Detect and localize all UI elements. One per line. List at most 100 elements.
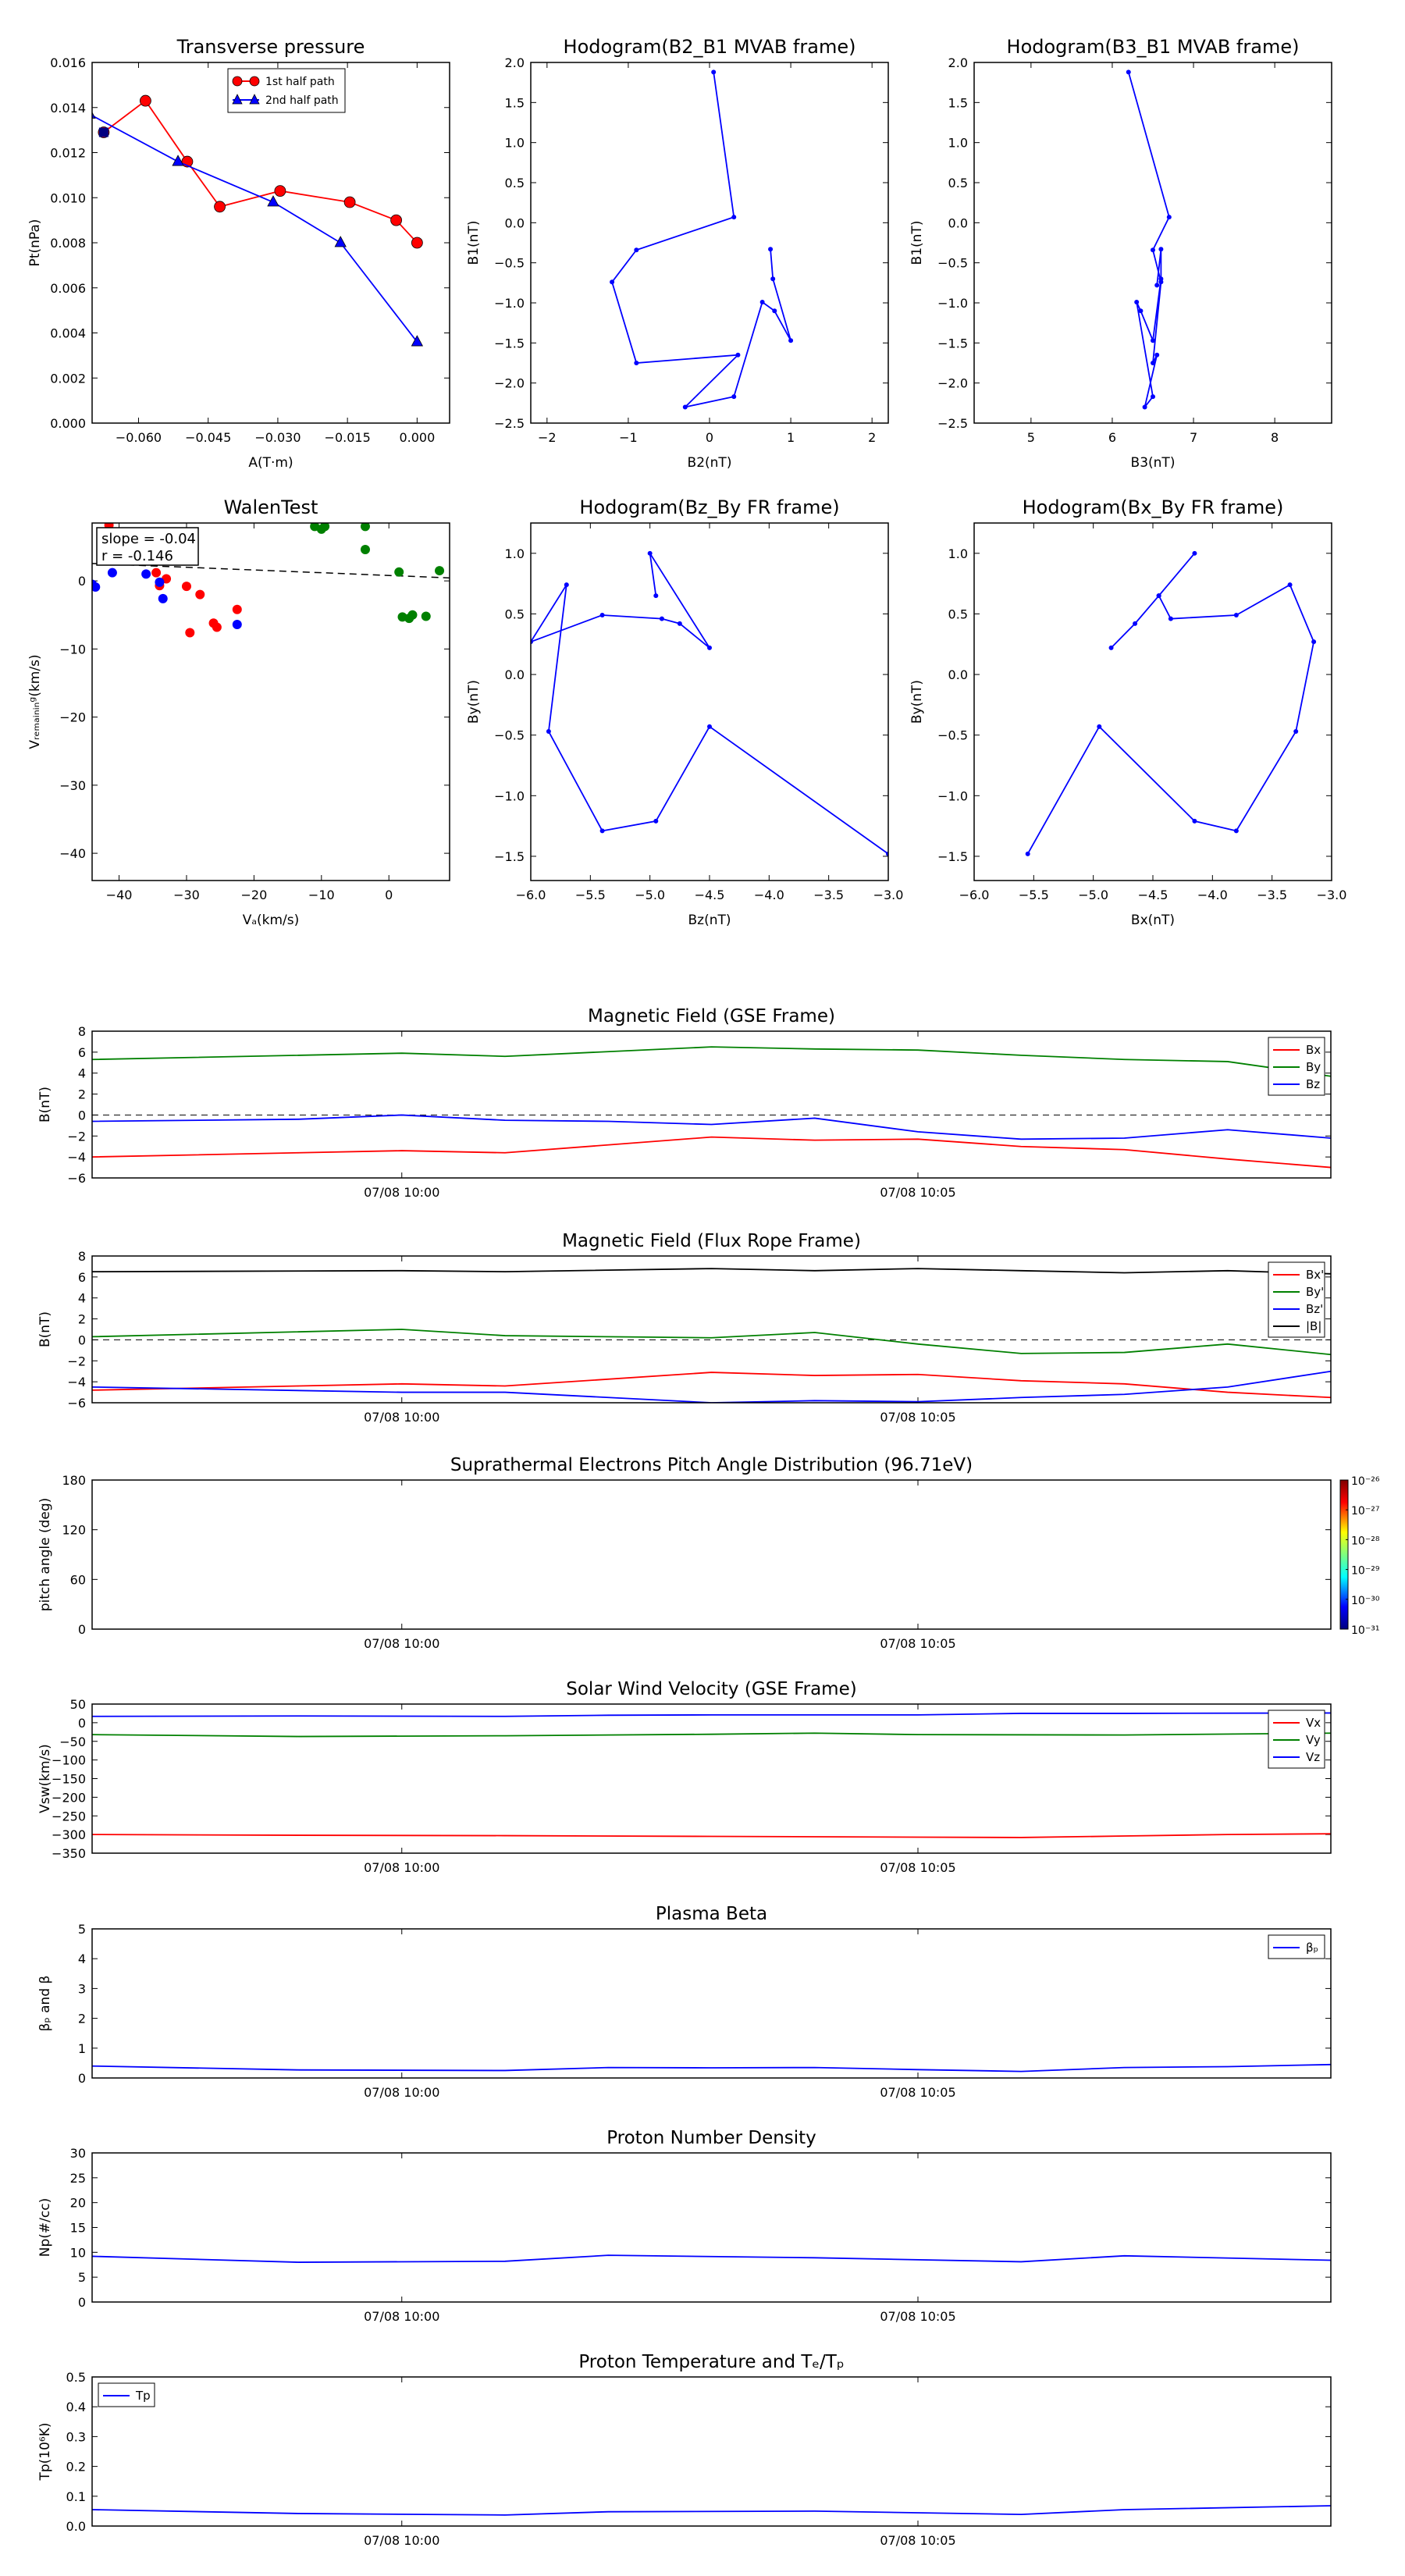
y-tick-label: −40 (59, 846, 86, 861)
y-axis-label: pitch angle (deg) (37, 1498, 53, 1612)
chart-panel-6: Hodogram(Bx_By FR frame) Bx(nT) By(nT) −6.0… (909, 496, 1346, 928)
data-point (788, 338, 794, 343)
data-point (1233, 612, 1239, 617)
x-tick-label: 07/08 10:05 (880, 1410, 955, 1425)
x-tick-label: −0.060 (116, 430, 162, 445)
legend-marker (232, 76, 243, 87)
data-point (599, 612, 605, 617)
y-tick-label: 6 (78, 1270, 86, 1285)
data-point (1192, 818, 1197, 824)
y-tick-label: 0.012 (50, 146, 86, 161)
y-tick-label: 0.010 (50, 190, 86, 205)
chart-title: Magnetic Field (GSE Frame) (588, 1006, 835, 1026)
chart-panel-10: Solar Wind Velocity (GSE Frame) Vsw(km/s)… (37, 1679, 1332, 1875)
series-line (92, 2063, 1331, 2073)
x-tick-label: −4.5 (1138, 888, 1168, 902)
chart-title: Hodogram(B3_B1 MVAB frame) (1007, 36, 1300, 58)
y-tick-label: −200 (52, 1790, 86, 1805)
series-line (92, 1732, 1331, 1738)
y-tick-label: 5 (78, 2270, 86, 2285)
data-point (653, 818, 659, 824)
y-tick-label: 0 (78, 1622, 86, 1637)
y-tick-label: 180 (62, 1473, 86, 1488)
y-tick-label: 0.006 (50, 281, 86, 296)
chart-panel-1: Transverse pressure A(T·m) Pt(nPa) −0.060 −0… (27, 36, 450, 471)
y-tick-label: 2.0 (948, 55, 968, 70)
x-axis-label: Vₐ(km/s) (243, 913, 300, 928)
x-tick-label: −10 (308, 888, 335, 902)
y-tick-label: 1 (78, 2041, 86, 2056)
data-point (107, 568, 117, 578)
x-tick-label: 07/08 10:05 (880, 2533, 955, 2548)
series-line (92, 1712, 1331, 1717)
axes-frame (530, 522, 889, 881)
x-tick-label: −0.015 (325, 430, 371, 445)
chart-panel-7: Magnetic Field (GSE Frame) B(nT) 07/08 10:… (37, 1006, 1332, 1200)
data-point (1108, 645, 1114, 650)
data-point (677, 621, 682, 626)
chart-panel-13: Proton Temperature and Tₑ/Tₚ Tp(10⁶K) 07/0… (37, 2352, 1332, 2548)
y-tick-label: −350 (52, 1846, 86, 1861)
y-tick-label: −2 (67, 1129, 86, 1144)
data-point (735, 352, 741, 358)
x-tick-label: −1 (619, 430, 638, 445)
data-point (195, 589, 205, 600)
chart-title: Hodogram(Bz_By FR frame) (579, 496, 839, 518)
x-tick-label: −0.030 (254, 430, 301, 445)
y-tick-label: 1.5 (505, 95, 525, 110)
data-point (360, 545, 370, 555)
data-point (1233, 828, 1239, 834)
data-point (360, 523, 370, 532)
data-point (411, 335, 424, 347)
x-tick-label: 07/08 10:00 (364, 2085, 439, 2100)
data-point (653, 593, 659, 599)
annotation-box (96, 527, 199, 566)
y-tick-label: 0.3 (66, 2429, 86, 2444)
x-tick-label: 07/08 10:05 (880, 2085, 955, 2100)
legend-marker (249, 94, 260, 105)
data-point (320, 523, 330, 532)
data-point (1154, 283, 1160, 288)
x-tick-label: −5.0 (1078, 888, 1108, 902)
colorbar-tick-label: 10⁻²⁶ (1351, 1475, 1380, 1488)
axes-frame (91, 1030, 1332, 1179)
legend-label: By (1306, 1060, 1321, 1074)
y-tick-label: 2 (78, 2012, 86, 2026)
y-tick-label: 0.5 (948, 607, 968, 621)
plot-area (610, 69, 794, 410)
y-axis-label: By(nT) (466, 680, 482, 724)
y-tick-label: 0.1 (66, 2489, 86, 2504)
y-tick-label: 0.0 (948, 667, 968, 682)
y-axis-label: βₚ and β (37, 1976, 53, 2032)
y-tick-label: 0.000 (50, 416, 86, 431)
x-tick-label: 2 (868, 430, 876, 445)
y-tick-label: −0.5 (937, 728, 968, 743)
y-axis-label: Pt(nPa) (27, 219, 43, 267)
axes-frame (530, 62, 889, 424)
axes-frame (91, 1703, 1332, 1854)
x-tick-label: 0 (385, 888, 393, 902)
y-tick-label: −1.0 (937, 788, 968, 803)
data-point (181, 582, 191, 592)
data-point (1126, 69, 1131, 75)
chart-panel-4: WalenTest Vₐ(km/s) Vᵣₑₘₐᵢₙᵢₙᵍ(km/s) −40 −30 −… (27, 496, 450, 928)
data-point (411, 237, 423, 249)
y-tick-label: 0.5 (505, 607, 525, 621)
y-tick-label: 0.5 (505, 176, 525, 190)
y-tick-label: −250 (52, 1809, 86, 1823)
series-line (92, 1370, 1331, 1403)
y-tick-label: 8 (78, 1249, 86, 1264)
y-tick-label: 8 (78, 1024, 86, 1039)
data-point (768, 247, 774, 252)
data-point (1287, 582, 1293, 588)
data-point (1151, 247, 1155, 253)
y-axis-label: Vᵣₑₘₐᵢₙᵢₙᵍ(km/s) (27, 654, 43, 749)
data-point (141, 569, 151, 579)
chart-title: Hodogram(B2_B1 MVAB frame) (564, 36, 856, 58)
axes-frame (91, 62, 450, 424)
y-tick-label: 0 (78, 1332, 86, 1347)
data-point (98, 127, 108, 137)
y-tick-label: 2 (78, 1087, 86, 1102)
series-line (92, 1329, 1331, 1356)
x-axis-label: Bz(nT) (688, 913, 731, 928)
